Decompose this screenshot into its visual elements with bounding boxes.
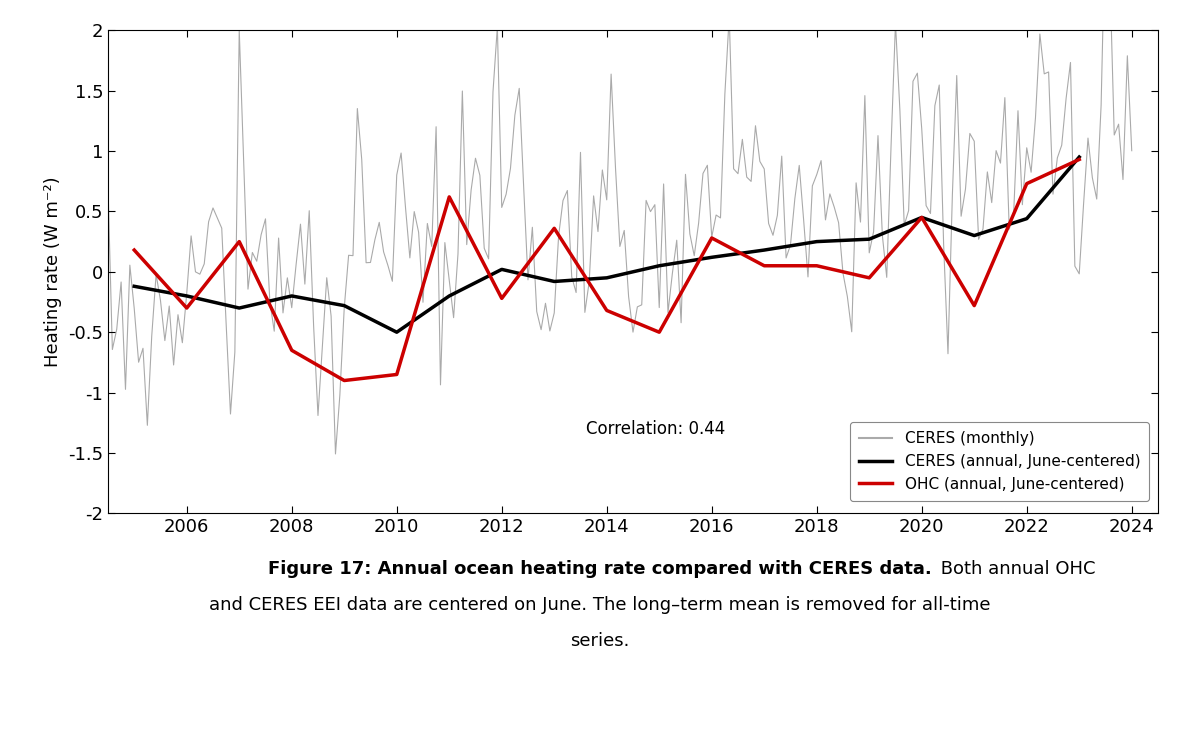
- Text: series.: series.: [570, 632, 630, 650]
- Text: Figure 17: Annual ocean heating rate compared with CERES data.: Figure 17: Annual ocean heating rate com…: [268, 560, 932, 578]
- Text: Both annual OHC: Both annual OHC: [936, 560, 1096, 578]
- Text: Correlation: 0.44: Correlation: 0.44: [586, 420, 725, 438]
- Text: and CERES EEI data are centered on June. The long–term mean is removed for all-t: and CERES EEI data are centered on June.…: [209, 596, 991, 615]
- Y-axis label: Heating rate (W m⁻²): Heating rate (W m⁻²): [44, 177, 62, 367]
- Legend: CERES (monthly), CERES (annual, June-centered), OHC (annual, June-centered): CERES (monthly), CERES (annual, June-cen…: [850, 422, 1150, 501]
